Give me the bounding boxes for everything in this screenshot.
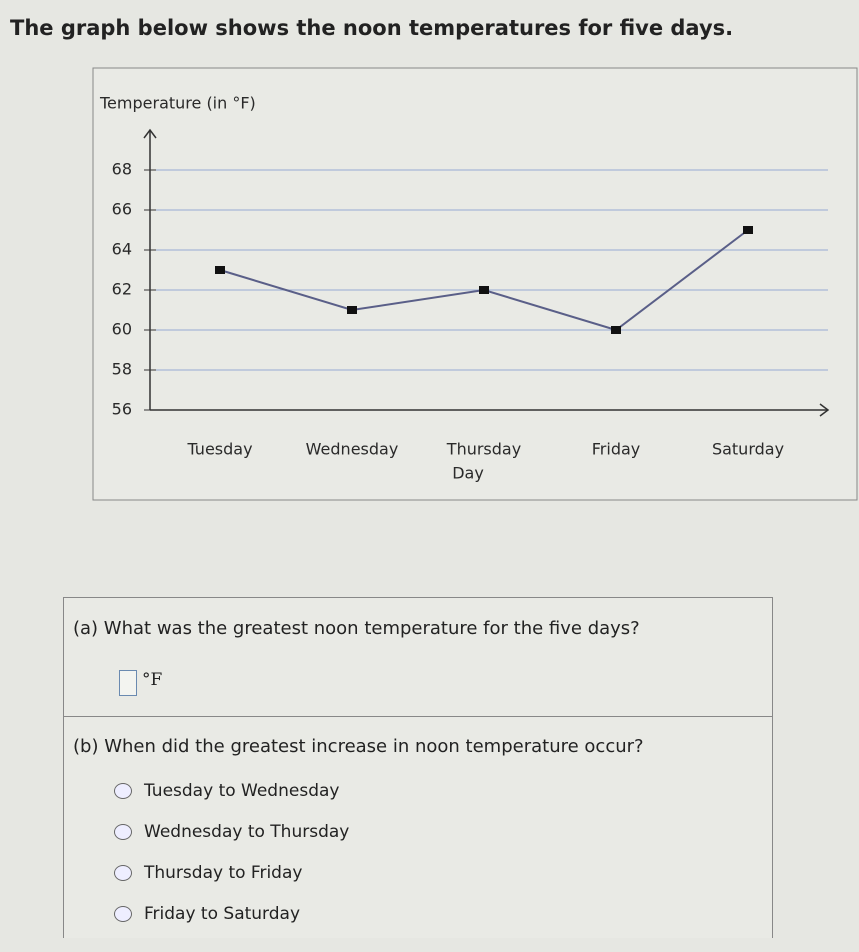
radio-button[interactable] [114, 824, 132, 840]
y-tick-label: 64 [112, 240, 132, 259]
question-b: (b) When did the greatest increase in no… [73, 736, 644, 757]
data-point [743, 226, 753, 234]
option[interactable]: Tuesday to Wednesday [114, 781, 339, 801]
option[interactable]: Thursday to Friday [114, 863, 302, 883]
data-point [611, 326, 621, 334]
option[interactable]: Wednesday to Thursday [114, 822, 349, 842]
data-point [215, 266, 225, 274]
x-axis-label: Day [452, 464, 484, 483]
y-tick-label: 68 [112, 160, 132, 179]
y-axis-label: Temperature (in °F) [99, 94, 256, 113]
option-label: Wednesday to Thursday [144, 822, 350, 842]
option[interactable]: Friday to Saturday [114, 904, 300, 924]
radio-button[interactable] [114, 865, 132, 881]
x-tick-label: Friday [592, 440, 641, 459]
x-tick-label: Wednesday [306, 440, 399, 459]
divider [64, 716, 772, 717]
y-tick-label: 56 [112, 400, 132, 419]
page-title: The graph below shows the noon temperatu… [10, 16, 734, 40]
x-axis-arrow [819, 403, 830, 417]
chart: Temperature (in °F) Day 56 58 60 62 64 66 68 Tu… [92, 67, 858, 501]
answer-input[interactable] [119, 670, 137, 696]
x-tick-label: Saturday [712, 440, 784, 459]
y-tick-label: 66 [112, 200, 132, 219]
option-label: Thursday to Friday [144, 863, 303, 883]
question-box: (a) What was the greatest noon temperatu… [63, 597, 773, 938]
y-tick-label: 62 [112, 280, 132, 299]
data-point [347, 306, 357, 314]
data-point [479, 286, 489, 294]
chart-frame [92, 67, 858, 501]
x-tick-label: Tuesday [186, 440, 252, 459]
radio-button[interactable] [114, 783, 132, 799]
question-a: (a) What was the greatest noon temperatu… [73, 618, 640, 639]
answer-unit: °F [142, 670, 163, 690]
radio-button[interactable] [114, 906, 132, 922]
option-label: Tuesday to Wednesday [144, 781, 340, 801]
y-axis-arrow [143, 128, 157, 139]
y-tick-label: 58 [112, 360, 132, 379]
option-label: Friday to Saturday [144, 904, 301, 924]
x-tick-label: Thursday [446, 440, 521, 459]
y-tick-label: 60 [112, 320, 132, 339]
